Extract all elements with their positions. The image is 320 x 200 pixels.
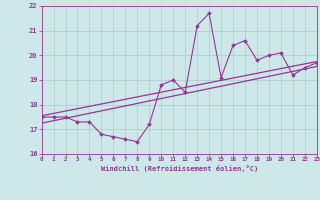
X-axis label: Windchill (Refroidissement éolien,°C): Windchill (Refroidissement éolien,°C) <box>100 165 258 172</box>
